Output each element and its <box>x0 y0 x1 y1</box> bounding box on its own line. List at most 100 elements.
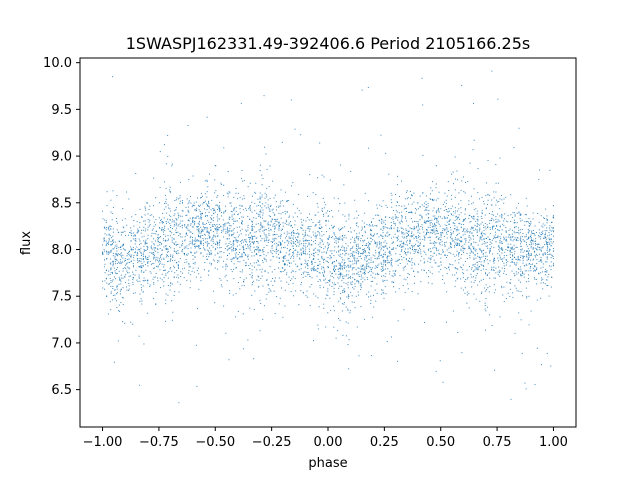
data-point <box>485 228 486 229</box>
data-point <box>111 212 112 213</box>
data-point <box>342 227 343 228</box>
data-point <box>227 259 228 260</box>
data-point <box>391 254 392 255</box>
data-point <box>428 214 429 215</box>
data-point <box>213 259 214 260</box>
data-point <box>170 283 171 284</box>
data-point <box>484 203 485 204</box>
data-point <box>201 217 202 218</box>
data-point <box>203 247 204 248</box>
data-point <box>520 239 521 240</box>
data-point <box>521 319 522 320</box>
data-point <box>334 284 335 285</box>
data-point <box>473 253 474 254</box>
data-point <box>332 216 333 217</box>
data-point <box>507 250 508 251</box>
data-point <box>108 244 109 245</box>
data-point <box>338 250 339 251</box>
data-point <box>381 222 382 223</box>
data-point <box>366 256 367 257</box>
data-point <box>192 220 193 221</box>
data-point <box>374 278 375 279</box>
data-point <box>431 220 432 221</box>
data-point <box>516 207 517 208</box>
data-point <box>139 209 140 210</box>
data-point <box>286 201 287 202</box>
data-point <box>330 180 331 181</box>
data-point <box>368 296 369 297</box>
data-point <box>260 269 261 270</box>
data-point <box>158 261 159 262</box>
data-point <box>128 198 129 199</box>
data-point <box>271 221 272 222</box>
data-point <box>460 200 461 201</box>
data-point <box>430 225 431 226</box>
data-point <box>186 254 187 255</box>
data-point <box>259 216 260 217</box>
data-point <box>299 269 300 270</box>
data-point <box>487 237 488 238</box>
data-point <box>288 260 289 261</box>
data-point <box>317 276 318 277</box>
data-point <box>340 268 341 269</box>
data-point <box>239 252 240 253</box>
data-point <box>327 238 328 239</box>
data-point <box>273 234 274 235</box>
data-point <box>450 246 451 247</box>
data-point <box>199 206 200 207</box>
data-point <box>358 291 359 292</box>
data-point <box>167 240 168 241</box>
data-point <box>460 258 461 259</box>
data-point <box>474 282 475 283</box>
data-point <box>395 234 396 235</box>
data-point <box>536 248 537 249</box>
data-point <box>520 275 521 276</box>
data-point <box>214 210 215 211</box>
data-point <box>339 236 340 237</box>
data-point <box>207 238 208 239</box>
data-point <box>443 228 444 229</box>
data-point <box>297 266 298 267</box>
data-point <box>385 268 386 269</box>
data-point <box>195 239 196 240</box>
data-point <box>352 248 353 249</box>
data-point <box>393 219 394 220</box>
data-point <box>104 240 105 241</box>
data-point <box>436 222 437 223</box>
data-point <box>164 230 165 231</box>
data-point <box>455 260 456 261</box>
data-point <box>457 230 458 231</box>
data-point <box>534 265 535 266</box>
data-point <box>358 253 359 254</box>
data-point <box>428 258 429 259</box>
data-point <box>193 268 194 269</box>
data-point <box>434 232 435 233</box>
data-point <box>437 231 438 232</box>
data-point <box>539 261 540 262</box>
data-point <box>204 262 205 263</box>
data-point <box>274 239 275 240</box>
data-point <box>126 264 127 265</box>
data-point <box>112 299 113 300</box>
data-point <box>285 192 286 193</box>
data-point <box>391 227 392 228</box>
data-point <box>530 241 531 242</box>
data-point <box>276 246 277 247</box>
data-point <box>262 178 263 179</box>
data-point <box>379 243 380 244</box>
data-point <box>547 246 548 247</box>
data-point <box>320 228 321 229</box>
data-point <box>474 218 475 219</box>
data-point <box>408 288 409 289</box>
data-point <box>131 261 132 262</box>
data-point <box>493 220 494 221</box>
data-point <box>543 253 544 254</box>
data-point <box>473 227 474 228</box>
data-point <box>420 242 421 243</box>
data-point <box>102 211 103 212</box>
data-point <box>348 254 349 255</box>
data-point <box>168 285 169 286</box>
data-point <box>309 220 310 221</box>
data-point <box>299 259 300 260</box>
data-point <box>499 247 500 248</box>
